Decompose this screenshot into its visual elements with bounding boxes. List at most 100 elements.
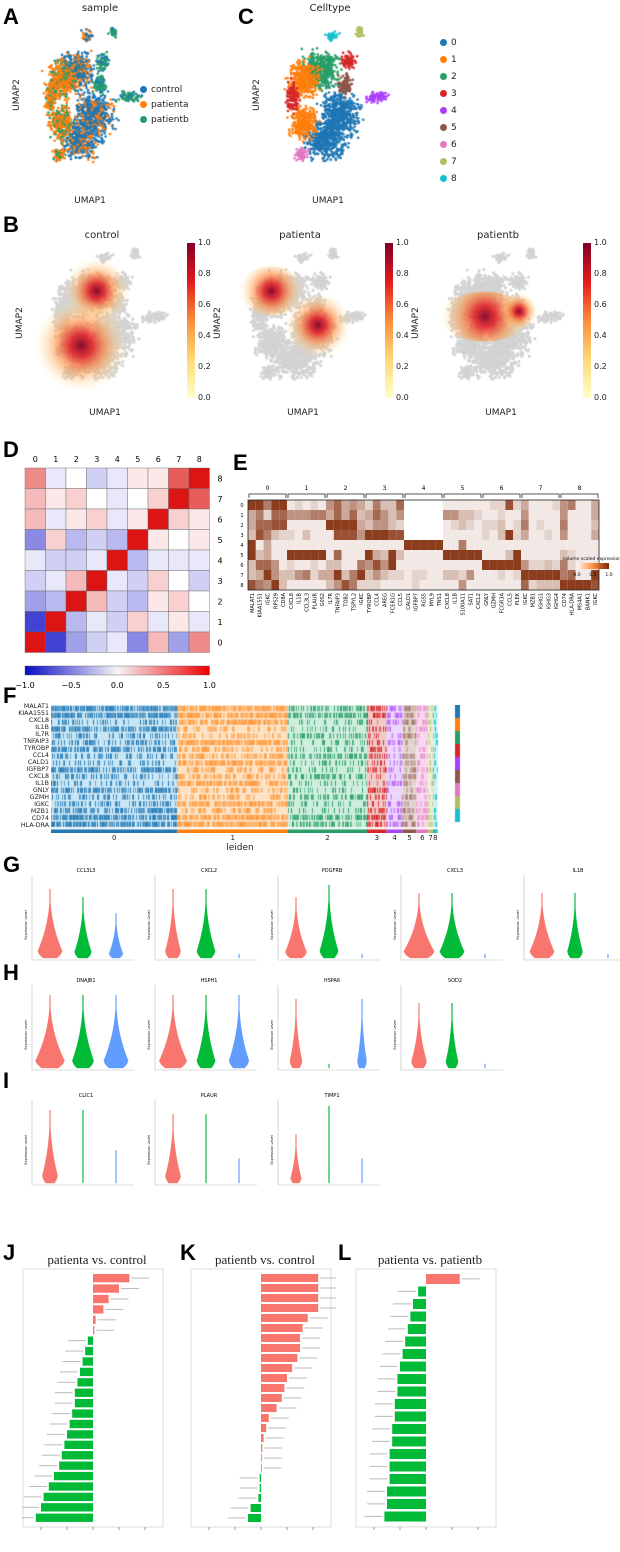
- gene-label: CCL4: [32, 752, 49, 759]
- heatmap-cell: [560, 520, 568, 530]
- heatmap-cell: [536, 560, 545, 570]
- heatmap-cell: [567, 570, 576, 580]
- heatmap-cell: [458, 500, 467, 510]
- violin-axes: [31, 1100, 134, 1186]
- term-label-placeholder: [387, 1328, 406, 1330]
- bar: [261, 1444, 263, 1452]
- heatmap-cell: [474, 520, 482, 530]
- heatmap-cell: [168, 590, 190, 612]
- group-label: 8: [578, 485, 582, 492]
- bar-chart-title: patientb vs. control: [214, 1252, 315, 1267]
- violin-ylabel: Expression Level: [270, 1135, 274, 1164]
- term-label-placeholder: [265, 1437, 284, 1439]
- bar: [397, 1374, 426, 1384]
- sample-legend-item: patienta: [140, 98, 189, 113]
- violin-shape: [328, 1105, 330, 1184]
- violin-axes: [400, 985, 503, 1071]
- heatmap-cell: [505, 580, 514, 590]
- heatmap-cell: [567, 500, 576, 510]
- heatmap-cell: [318, 560, 326, 570]
- group-bracket: [404, 493, 443, 498]
- heatmap-cell: [474, 580, 482, 590]
- heatmap-cell: [255, 500, 264, 510]
- heatmap-cell: [583, 500, 592, 510]
- heatmap-cell: [279, 580, 287, 590]
- bar: [261, 1374, 287, 1382]
- bar: [69, 1419, 93, 1429]
- heatmap-cell: [168, 467, 190, 489]
- bar: [48, 1482, 93, 1491]
- violin-ylabel: Expression Level: [147, 1020, 151, 1049]
- heatmap-cell: [271, 550, 280, 560]
- violin-plot-DNAJB1: DNAJB1 Expression Level: [24, 978, 134, 1071]
- heatmap-cell: [474, 560, 482, 570]
- term-label-placeholder: [264, 1447, 283, 1449]
- umap-c-xlabel: UMAP1: [312, 196, 344, 206]
- heatmap-cell: [560, 580, 568, 590]
- colorbar-tick: 0.0: [198, 393, 211, 402]
- heatmap-cell: [505, 540, 514, 550]
- heatmap-cell: [326, 500, 334, 510]
- heatmap-cell: [552, 550, 560, 560]
- heatmap-cell: [65, 529, 87, 551]
- heatmap-cell: [302, 550, 311, 560]
- heatmap-cell: [263, 500, 272, 510]
- violin-shape: [484, 1063, 486, 1069]
- gene-label: MALAT1: [250, 593, 256, 613]
- heatmap-cell: [497, 500, 506, 510]
- violin-axes: [154, 985, 257, 1071]
- heatmap-cell: [567, 540, 576, 550]
- violin-shape: [205, 1113, 207, 1184]
- heatmap-cell: [435, 530, 443, 540]
- heatmap-cell: [419, 530, 428, 540]
- term-label-placeholder: [374, 1403, 393, 1405]
- heatmap-cell: [279, 540, 287, 550]
- density-xlabel: UMAP1: [485, 408, 517, 418]
- heatmap-cell: [458, 510, 467, 520]
- heatmap-cell: [435, 550, 443, 560]
- heatmap-cell: [147, 488, 169, 510]
- panel-letter-h: H: [3, 960, 19, 985]
- expression-colorbar: [577, 563, 609, 569]
- row-label: 2: [218, 597, 223, 606]
- heatmap-cell: [147, 529, 169, 551]
- group-label: 3: [383, 485, 387, 492]
- heatmap-cell: [333, 520, 342, 530]
- heatmap-cell: [544, 540, 553, 550]
- sample-legend-item: patientb: [140, 113, 189, 128]
- heatmap-cell: [466, 520, 475, 530]
- gene-label: CD74: [31, 815, 49, 822]
- heatmap-cell: [263, 520, 272, 530]
- heatmap-cell: [263, 510, 272, 520]
- bar: [410, 1311, 426, 1322]
- heatmap-cell: [450, 530, 459, 540]
- violin-shape: [35, 994, 65, 1069]
- bar: [41, 1503, 93, 1512]
- heatmap-cell: [419, 580, 428, 590]
- heatmap-cell: [521, 520, 529, 530]
- heatmap-cell: [443, 570, 451, 580]
- heatmap-cell: [287, 580, 295, 590]
- violin-shape: [328, 1063, 330, 1069]
- heatmap-cell: [552, 520, 560, 530]
- gene-label: RGS5: [422, 593, 428, 607]
- violin-ylabel: Expression Level: [24, 1020, 28, 1049]
- colorbar-tick: −0.5: [61, 681, 80, 690]
- heatmap-cell: [497, 580, 506, 590]
- gene-label: GZMH: [29, 794, 49, 801]
- violin-shape: [411, 1003, 427, 1069]
- gene-label: AREG: [383, 593, 389, 607]
- heatmap-cell: [567, 550, 576, 560]
- bar: [389, 1461, 426, 1472]
- cluster-label: 2: [325, 834, 330, 842]
- legend-marker-icon: [440, 90, 447, 97]
- heatmap-cell: [466, 510, 475, 520]
- heatmap-cell: [248, 540, 256, 550]
- umap-sample-scatter: [22, 18, 152, 193]
- term-label-placeholder: [270, 1417, 289, 1419]
- heatmap-cell: [544, 560, 553, 570]
- gene-label: RPS29: [273, 593, 279, 609]
- term-label-placeholder: [110, 1298, 129, 1300]
- gene-label: IL1B: [453, 592, 459, 603]
- heatmap-cell: [263, 560, 272, 570]
